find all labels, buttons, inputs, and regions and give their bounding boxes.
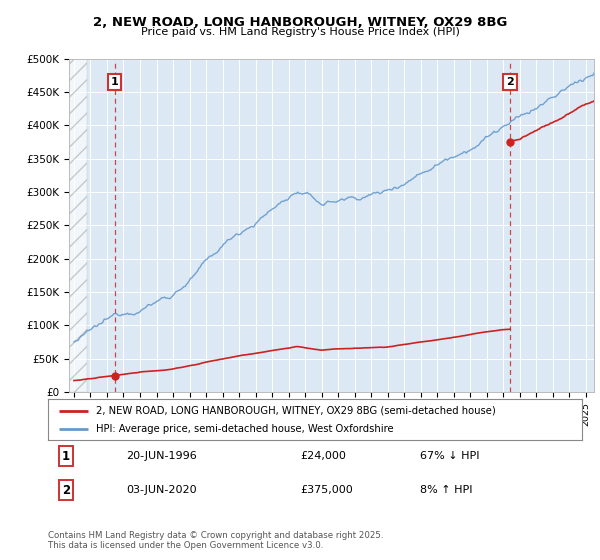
Text: HPI: Average price, semi-detached house, West Oxfordshire: HPI: Average price, semi-detached house,… [96,424,394,434]
Text: Contains HM Land Registry data © Crown copyright and database right 2025.
This d: Contains HM Land Registry data © Crown c… [48,531,383,550]
Text: 2, NEW ROAD, LONG HANBOROUGH, WITNEY, OX29 8BG: 2, NEW ROAD, LONG HANBOROUGH, WITNEY, OX… [93,16,507,29]
Text: 2: 2 [506,77,514,87]
Text: £375,000: £375,000 [300,486,353,495]
Text: 67% ↓ HPI: 67% ↓ HPI [420,451,479,461]
Text: 1: 1 [111,77,119,87]
Text: 2: 2 [62,484,70,497]
Text: 1: 1 [62,450,70,463]
Text: Price paid vs. HM Land Registry's House Price Index (HPI): Price paid vs. HM Land Registry's House … [140,27,460,37]
Text: 20-JUN-1996: 20-JUN-1996 [126,451,197,461]
Text: 8% ↑ HPI: 8% ↑ HPI [420,486,473,495]
Text: 03-JUN-2020: 03-JUN-2020 [126,486,197,495]
Text: £24,000: £24,000 [300,451,346,461]
Text: 2, NEW ROAD, LONG HANBOROUGH, WITNEY, OX29 8BG (semi-detached house): 2, NEW ROAD, LONG HANBOROUGH, WITNEY, OX… [96,405,496,416]
